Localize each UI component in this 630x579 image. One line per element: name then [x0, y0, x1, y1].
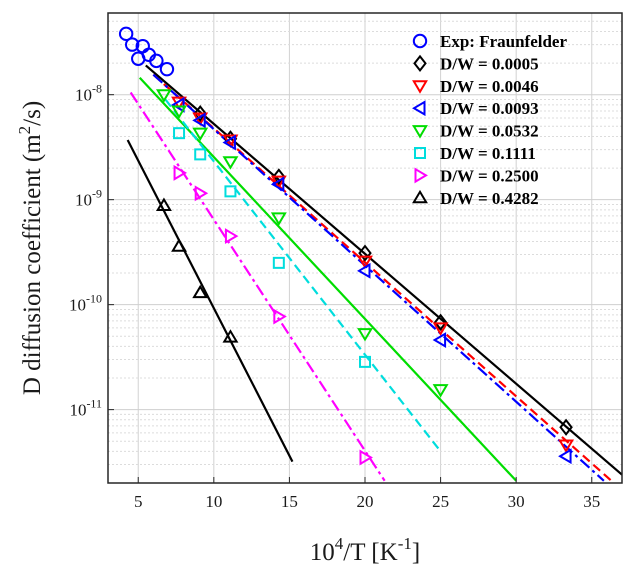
data-point-series-6 — [194, 185, 209, 202]
data-point-series-4 — [357, 328, 373, 342]
data-point-series-4 — [155, 89, 172, 103]
y-axis-label: D diffusion coefficient (m2/s) — [15, 101, 46, 395]
legend-marker-0 — [412, 33, 428, 49]
data-point-series-5 — [359, 355, 371, 368]
data-point-series-7 — [155, 197, 172, 211]
y-tick-label: 10-9 — [75, 187, 102, 210]
legend: Exp: Fraunfelder D/W = 0.0005 D/W = 0.0046… — [412, 32, 567, 208]
fit-line-7 — [126, 139, 294, 463]
data-point-series-0 — [149, 53, 164, 69]
fit-line-4 — [138, 76, 517, 482]
legend-label-5: D/W = 0.1111 — [440, 144, 536, 163]
legend-label-3: D/W = 0.0093 — [440, 99, 539, 118]
data-point-series-7 — [192, 284, 209, 299]
legend-marker-3 — [412, 100, 426, 117]
data-point-series-2 — [357, 255, 373, 270]
data-point-series-4 — [432, 384, 449, 398]
data-point-series-5 — [272, 256, 285, 269]
y-tick-label: 10-8 — [75, 82, 102, 105]
data-point-series-3 — [192, 112, 206, 129]
data-point-series-4 — [192, 127, 209, 142]
fit-line-6 — [129, 91, 386, 482]
data-point-series-5 — [194, 148, 207, 161]
data-point-series-5 — [173, 127, 186, 140]
legend-label-0: Exp: Fraunfelder — [440, 32, 567, 51]
legend-label-2: D/W = 0.0046 — [440, 77, 539, 96]
legend-marker-7 — [412, 189, 428, 204]
data-point-series-3 — [432, 332, 447, 349]
x-tick-label: 5 — [134, 492, 143, 511]
data-point-series-6 — [224, 228, 239, 245]
data-point-series-1 — [193, 105, 207, 123]
data-point-series-5 — [224, 185, 237, 198]
fit-line-1 — [145, 64, 623, 476]
data-point-series-4 — [171, 105, 188, 119]
legend-label-1: D/W = 0.0005 — [440, 54, 539, 73]
data-point-series-4 — [270, 212, 287, 226]
legend-label-7: D/W = 0.4282 — [440, 189, 539, 208]
data-point-series-1 — [358, 244, 372, 262]
data-point-series-3 — [357, 262, 371, 279]
legend-marker-5 — [414, 147, 426, 159]
y-tick-labels: 10-11 10-10 10-9 10-8 — [69, 82, 102, 420]
grid — [108, 13, 622, 484]
legend-marker-1 — [413, 54, 427, 73]
y-tick-label: 10-11 — [69, 397, 102, 420]
fit-line-5 — [164, 98, 442, 453]
data-point-series-2 — [432, 322, 449, 336]
data-point-series-3 — [270, 176, 285, 193]
y-tick-label: 10-10 — [69, 292, 102, 315]
data-point-series-1 — [559, 418, 573, 436]
x-tick-label: 25 — [432, 492, 449, 511]
data-point-series-1 — [272, 168, 286, 186]
data-points — [118, 26, 575, 466]
data-point-series-2 — [558, 439, 575, 453]
data-point-series-6 — [359, 449, 373, 466]
x-tick-label: 15 — [281, 492, 298, 511]
data-point-series-0 — [118, 26, 134, 42]
data-point-series-3 — [171, 96, 185, 113]
data-point-series-6 — [273, 308, 287, 325]
legend-marker-2 — [412, 80, 428, 94]
data-point-series-3 — [222, 134, 236, 151]
x-tick-labels: 5 10 15 20 25 30 35 — [134, 492, 600, 511]
x-tick-label: 20 — [357, 492, 374, 511]
x-tick-label: 35 — [583, 492, 600, 511]
data-point-series-4 — [222, 156, 239, 170]
data-point-series-0 — [124, 37, 140, 52]
legend-label-6: D/W = 0.2500 — [440, 166, 539, 185]
x-axis-label: 104/T [K-1] — [310, 534, 420, 566]
x-tick-label: 30 — [508, 492, 525, 511]
data-point-series-1 — [433, 313, 448, 331]
ticks — [108, 94, 593, 483]
data-point-series-0 — [159, 61, 175, 77]
data-point-series-7 — [222, 329, 239, 343]
data-point-series-7 — [171, 238, 188, 252]
legend-marker-4 — [412, 125, 428, 139]
data-point-series-6 — [173, 164, 188, 181]
x-tick-label: 10 — [205, 492, 222, 511]
legend-marker-6 — [414, 167, 428, 184]
data-point-series-3 — [558, 448, 572, 465]
legend-label-4: D/W = 0.0532 — [440, 122, 539, 141]
